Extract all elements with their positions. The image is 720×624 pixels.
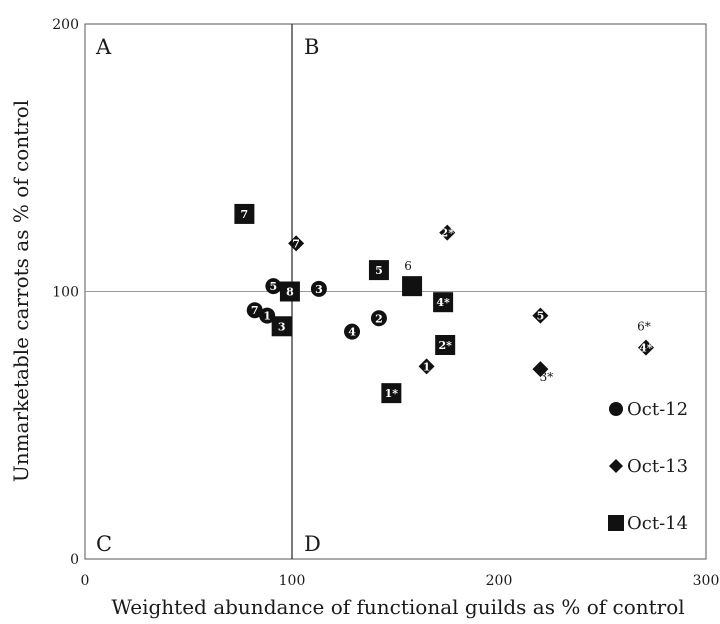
data-point <box>381 383 402 404</box>
x-tick-label: 0 <box>81 573 90 589</box>
plot-area: A B C D <box>84 23 707 560</box>
data-point <box>433 292 454 313</box>
legend-label: Oct-14 <box>627 513 688 534</box>
series-oct-12: 7 1 5 3 4 2 <box>246 278 387 340</box>
data-point <box>402 276 423 297</box>
x-tick-label: 300 <box>693 573 720 589</box>
data-point <box>271 316 292 337</box>
legend-entry: Oct-12 <box>609 399 688 420</box>
legend-label: Oct-12 <box>627 399 688 420</box>
data-label: 7 <box>292 237 300 250</box>
data-label: 3 <box>278 320 286 333</box>
data-point <box>259 307 276 324</box>
data-point <box>368 260 389 281</box>
data-label: 4 <box>348 326 356 339</box>
y-tick-label: 100 <box>52 285 79 301</box>
data-label: 4* <box>639 342 653 355</box>
series-oct-13: 7 2* 1 5 3* 4* 6* <box>288 224 654 384</box>
data-label: 1 <box>423 360 431 373</box>
data-label: 3 <box>315 283 323 296</box>
x-axis-title: Weighted abundance of functional guilds … <box>111 595 684 619</box>
data-label: 6* <box>637 320 651 334</box>
legend-entry: Oct-14 <box>608 513 688 534</box>
legend-label: Oct-13 <box>627 456 688 477</box>
axes: 0 100 200 300 0 100 200 <box>52 17 719 589</box>
data-label: 8 <box>286 286 294 299</box>
data-label: 2* <box>438 339 452 352</box>
legend-marker <box>609 459 623 473</box>
legend-marker <box>609 402 623 416</box>
legend-marker <box>608 515 624 531</box>
data-label: 5 <box>537 310 545 323</box>
data-label: 2 <box>375 312 383 325</box>
data-point <box>439 224 456 241</box>
data-label: 3* <box>540 370 554 384</box>
data-label: 6 <box>404 259 412 273</box>
data-point <box>288 235 305 252</box>
data-point <box>637 339 654 356</box>
data-point <box>265 278 282 295</box>
data-point <box>234 203 255 224</box>
y-axis-title: Unmarketable carrots as % of control <box>9 100 33 482</box>
data-label: 1* <box>385 387 399 400</box>
x-tick-label: 100 <box>279 573 306 589</box>
data-label: 7 <box>241 208 249 221</box>
data-label: 2* <box>441 227 455 240</box>
quadrant-label-c: C <box>96 532 112 556</box>
data-label: 1 <box>263 310 271 323</box>
quadrant-label-b: B <box>304 35 319 59</box>
data-label: 5 <box>375 264 383 277</box>
data-point <box>532 307 549 324</box>
data-point <box>279 281 300 302</box>
data-label: 4* <box>436 296 450 309</box>
quadrant-label-d: D <box>304 532 321 556</box>
x-tick-label: 200 <box>486 573 513 589</box>
data-label: 5 <box>270 280 278 293</box>
data-point <box>532 361 549 378</box>
data-point <box>246 302 263 319</box>
data-point <box>310 280 327 297</box>
data-point <box>435 335 456 355</box>
series-oct-14: 7 8 3 5 6 4* 2* 1* <box>234 203 456 404</box>
y-tick-label: 200 <box>52 17 79 33</box>
data-point <box>370 310 387 327</box>
data-point <box>344 323 361 340</box>
quadrant-label-a: A <box>95 35 112 59</box>
legend-entry: Oct-13 <box>609 456 688 477</box>
data-label: 7 <box>251 304 259 317</box>
y-tick-label: 0 <box>70 552 79 568</box>
data-point <box>418 358 435 375</box>
legend: Oct-12 Oct-13 Oct-14 <box>608 399 688 534</box>
